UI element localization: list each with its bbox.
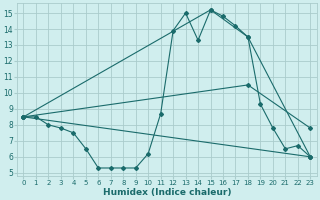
X-axis label: Humidex (Indice chaleur): Humidex (Indice chaleur) xyxy=(103,188,231,197)
